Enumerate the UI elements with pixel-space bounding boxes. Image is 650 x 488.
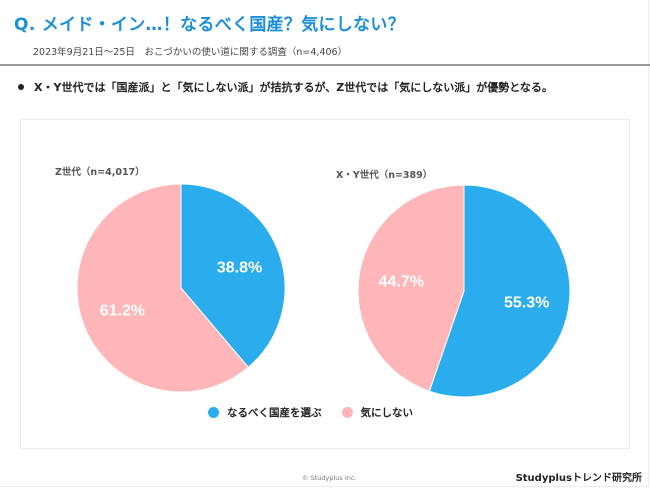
legend-swatch-domestic-icon	[208, 406, 219, 418]
chart-legend: なるべく国産を選ぶ 気にしない	[208, 403, 433, 421]
pie-label-xy-dont-care: 44.7%	[379, 273, 424, 290]
copyright: © Studyplus Inc.	[302, 474, 357, 482]
brand-logo-text: Studyplusトレンド研究所	[515, 473, 642, 484]
summary-bullet: X・Y世代では「国産派」と「気にしない派」が拮抗するが、Z世代では「気にしない派…	[18, 79, 553, 95]
legend-swatch-dont-care-icon	[341, 406, 353, 418]
pie-label-xy-domestic: 55.3%	[504, 295, 549, 312]
bullet-icon	[18, 84, 24, 90]
summary-text: X・Y世代では「国産派」と「気にしない派」が拮抗するが、Z世代では「気にしない派…	[34, 81, 553, 94]
legend-item-dont-care: 気にしない	[341, 405, 414, 420]
legend-item-domestic: なるべく国産を選ぶ	[208, 405, 322, 420]
pie-title-xy: X・Y世代（n=389）	[336, 170, 433, 181]
pie-slice-z-dont-care	[76, 183, 249, 393]
legend-label-domestic: なるべく国産を選ぶ	[227, 406, 322, 419]
pie-slice-z-domestic	[180, 183, 286, 368]
legend-label-dont-care: 気にしない	[360, 406, 414, 419]
page-title: Q. メイド・イン…！なるべく国産？気にしない？	[14, 15, 406, 35]
header-separator	[0, 64, 650, 66]
pie-label-z-domestic: 38.8%	[217, 259, 262, 276]
pie-title-z: Z世代（n=4,017）	[55, 167, 145, 178]
pie-slice-xy-dont-care	[357, 184, 465, 392]
survey-subtitle: 2023年9月21日～25日 おこづかいの使い道に関する調査（n=4,406）	[33, 47, 348, 58]
pie-label-z-dont-care: 61.2%	[100, 303, 145, 320]
